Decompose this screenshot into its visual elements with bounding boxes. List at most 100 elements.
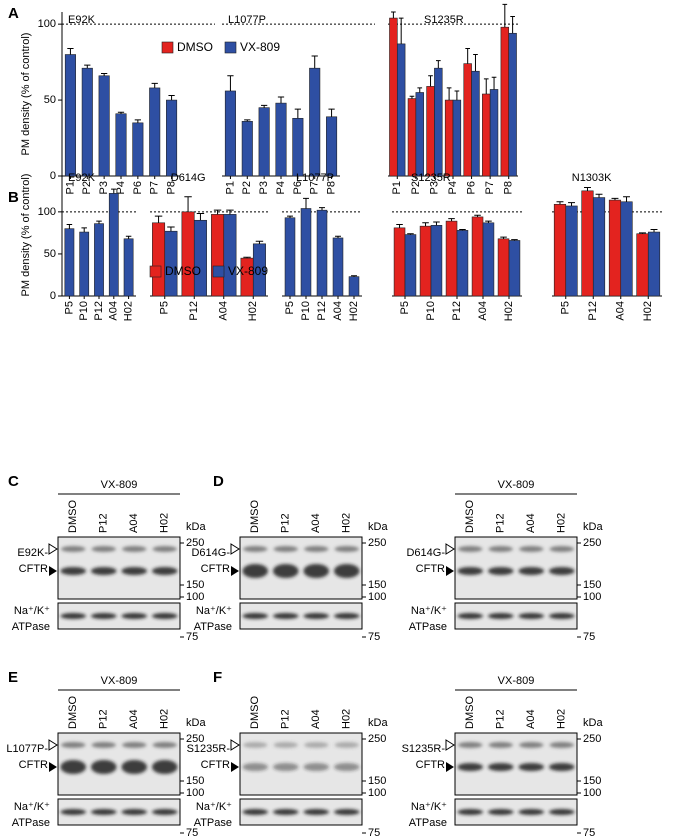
lane-label: DMSO xyxy=(67,500,79,533)
bar xyxy=(326,116,338,177)
bands xyxy=(242,546,360,619)
bar xyxy=(456,230,469,297)
bar xyxy=(79,231,90,297)
bar xyxy=(224,90,236,177)
band-c xyxy=(488,742,513,748)
marker-label: 250 xyxy=(186,733,204,745)
x-tick-label: P4 xyxy=(115,181,127,194)
band-b xyxy=(518,567,545,575)
protein-label: ATPase xyxy=(194,621,232,633)
lane-label: P12 xyxy=(280,709,292,729)
x-tick-label: P8 xyxy=(503,181,515,194)
protein-label: ATPase xyxy=(12,817,50,829)
protein-label: ATPase xyxy=(409,621,447,633)
bar xyxy=(482,93,491,177)
band-c xyxy=(488,546,513,552)
bar xyxy=(389,17,398,177)
lane-label: A04 xyxy=(128,709,140,729)
lane-label: P12 xyxy=(495,709,507,729)
x-tick-label: P4 xyxy=(275,181,287,194)
y-tick-label: 0 xyxy=(50,170,56,182)
error-bar xyxy=(117,111,125,114)
error-bar xyxy=(500,236,507,239)
legend-label: VX-809 xyxy=(240,40,280,54)
bar xyxy=(581,190,594,297)
band-atpase xyxy=(151,809,178,815)
marker-label: 75 xyxy=(186,827,198,839)
bar xyxy=(553,203,567,297)
panel-letter: B xyxy=(8,189,19,206)
lane-label: P12 xyxy=(495,513,507,533)
lane-label: DMSO xyxy=(67,696,79,729)
protein-label: CFTR xyxy=(19,563,48,575)
bar xyxy=(608,199,622,297)
y-tick-label: 100 xyxy=(38,206,56,218)
x-tick-label: A04 xyxy=(332,301,344,321)
bands xyxy=(60,742,178,815)
x-tick-label: P3 xyxy=(98,181,110,194)
arrow-filled xyxy=(231,762,239,772)
marker-label: 250 xyxy=(368,733,386,745)
lane-label: A04 xyxy=(525,709,537,729)
marker-label: 75 xyxy=(583,631,595,643)
band-atpase xyxy=(272,613,299,619)
x-tick-label: P10 xyxy=(300,301,312,321)
marker-label: 150 xyxy=(368,579,386,591)
band-b xyxy=(90,760,117,774)
bar xyxy=(415,92,424,177)
panel-letter: F xyxy=(213,669,222,686)
error-bar xyxy=(422,222,429,227)
band-c xyxy=(549,546,574,552)
legend-swatch xyxy=(161,41,174,54)
protein-label: Na⁺/K⁺ xyxy=(14,801,50,813)
band-c xyxy=(549,742,574,748)
x-tick-label: P6 xyxy=(132,181,144,194)
marker-label: 100 xyxy=(368,591,386,603)
protein-label: D614G- xyxy=(191,547,230,559)
x-tick-label: A04 xyxy=(615,301,627,321)
bar xyxy=(592,197,606,297)
band-c xyxy=(334,546,359,552)
marker-label: 75 xyxy=(583,827,595,839)
band-atpase xyxy=(303,809,330,815)
bar xyxy=(393,227,406,297)
marker-label: 100 xyxy=(583,591,601,603)
bar xyxy=(292,117,304,177)
error-bar xyxy=(511,239,518,241)
error-bar xyxy=(277,96,285,104)
error-bar xyxy=(287,215,293,218)
x-tick-label: P5 xyxy=(399,301,411,314)
bar xyxy=(636,233,649,297)
error-bar xyxy=(391,11,396,19)
bar xyxy=(152,222,166,297)
lane-label: P12 xyxy=(98,709,110,729)
error-bar xyxy=(328,108,335,117)
error-bar xyxy=(409,95,415,99)
band-b xyxy=(303,763,330,771)
kda-label: kDa xyxy=(583,717,603,729)
x-tick-label: P8 xyxy=(165,181,177,194)
lane-label: H02 xyxy=(159,709,171,729)
band-c xyxy=(91,546,116,552)
lane-label: H02 xyxy=(341,709,353,729)
band-atpase xyxy=(303,613,330,619)
band-c xyxy=(519,742,544,748)
bar xyxy=(430,225,443,297)
error-bar xyxy=(435,60,441,69)
band-c xyxy=(61,546,86,552)
chart-title: E92K xyxy=(68,14,96,26)
error-bar xyxy=(101,73,108,76)
lane-label: A04 xyxy=(525,513,537,533)
x-tick-label: P7 xyxy=(149,181,161,194)
protein-label: S1235R- xyxy=(402,743,446,755)
arrow-filled xyxy=(49,762,57,772)
legend-label: VX-809 xyxy=(228,264,268,278)
x-tick-label: P3 xyxy=(258,181,270,194)
error-bar xyxy=(226,209,234,215)
x-tick-label: P10 xyxy=(78,301,90,321)
bar xyxy=(115,113,127,177)
bar xyxy=(316,209,328,297)
band-c xyxy=(273,546,298,552)
x-tick-label: A04 xyxy=(477,301,489,321)
band-c xyxy=(61,742,86,748)
